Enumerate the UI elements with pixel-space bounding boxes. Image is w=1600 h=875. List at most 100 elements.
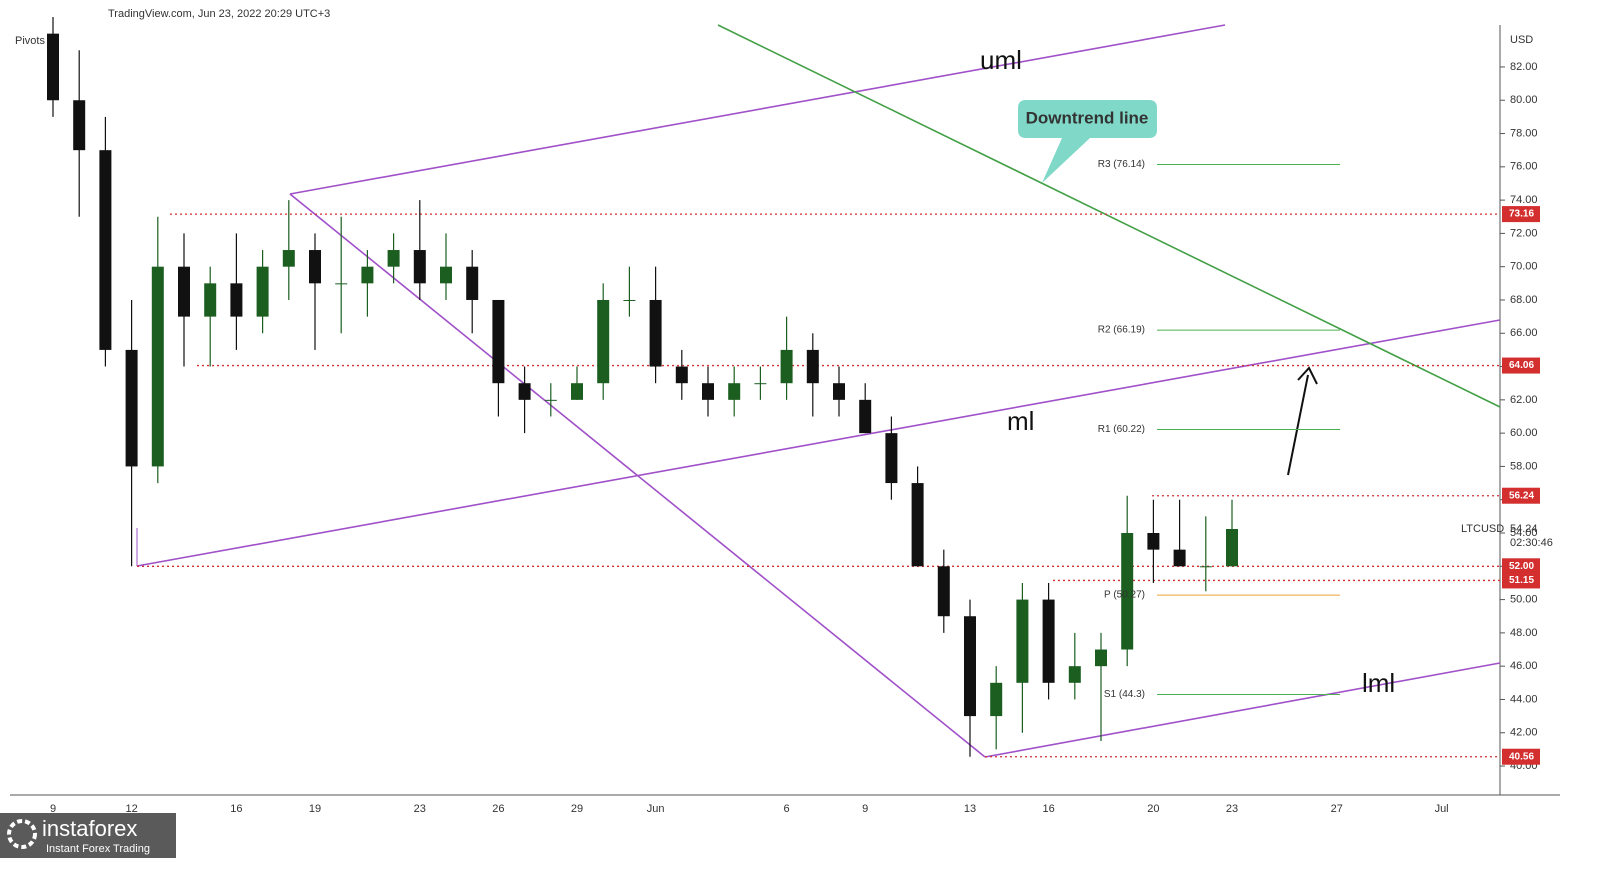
candle-body (649, 299, 662, 367)
currency: USD (1510, 34, 1533, 46)
y-tick-label: 68.00 (1510, 294, 1538, 306)
downtrend-line (717, 24, 1501, 408)
y-tick-label: 80.00 (1510, 94, 1538, 106)
candle-body (413, 250, 426, 284)
x-tick-label: 29 (571, 803, 583, 815)
level-tag (1502, 572, 1540, 589)
ml-label: ml (1007, 406, 1034, 436)
candle-body (911, 483, 924, 567)
candle-body (151, 266, 164, 467)
pivot-label: R3 (76.14) (1098, 159, 1145, 170)
last-price: 54.24 (1510, 523, 1538, 535)
candle-body (492, 299, 505, 384)
y-tick-label: 50.00 (1510, 593, 1538, 605)
y-tick-label: 42.00 (1510, 727, 1538, 739)
x-tick-label: 6 (784, 803, 790, 815)
tagline: Instant Forex Trading (46, 843, 150, 855)
indicator: Pivots (15, 35, 45, 47)
arrow (1287, 374, 1309, 476)
candle-body (1095, 649, 1107, 667)
y-tick-label: 60.00 (1510, 427, 1538, 439)
plot (47, 17, 1501, 758)
pivot-label: S1 (44.3) (1104, 689, 1145, 700)
countdown: 02:30:46 (1510, 537, 1553, 549)
lower-median-line (984, 662, 1501, 758)
candle-body (780, 349, 793, 384)
y-tick-label: 62.00 (1510, 394, 1538, 406)
candle-body (309, 250, 321, 284)
candle-body (597, 299, 610, 384)
candle-body (1016, 599, 1029, 683)
x-tick-label: 23 (414, 803, 426, 815)
candle-body (754, 383, 767, 385)
level-tag (1502, 558, 1540, 575)
candle-body (204, 283, 217, 317)
y-tick-label: 78.00 (1510, 127, 1538, 139)
candle-body (702, 383, 714, 400)
lml-label: lml (1362, 668, 1395, 698)
x-tick-label: 26 (492, 803, 504, 815)
logo-box (0, 813, 176, 858)
level-label: 64.06 (1509, 360, 1534, 371)
candle-body (99, 150, 112, 350)
candle-body (1173, 549, 1186, 567)
candle-body (833, 383, 845, 400)
candle-body (806, 349, 819, 384)
candle-body (256, 266, 269, 317)
level-label: 56.24 (1509, 490, 1534, 501)
level-label: 73.16 (1509, 209, 1534, 220)
candle-body (518, 383, 531, 400)
candle-body (125, 349, 138, 467)
candle-body (1121, 533, 1134, 650)
callout (1018, 100, 1157, 183)
candle-body (885, 433, 898, 484)
candle-body (937, 566, 950, 617)
x-tick-label: 19 (309, 803, 321, 815)
x-tick-label: Jul (1435, 803, 1449, 815)
candle-body (1226, 529, 1238, 567)
upper-median-line (289, 24, 1226, 195)
y-tick-label: 70.00 (1510, 261, 1538, 273)
candle-body (361, 266, 374, 284)
x-tick-label: 16 (1042, 803, 1054, 815)
level-tag (1502, 206, 1540, 223)
x-tick-label: 12 (125, 803, 137, 815)
x-tick-label: 23 (1226, 803, 1238, 815)
candle-body (1042, 599, 1055, 683)
candle-body (1068, 666, 1081, 683)
candle-body (675, 366, 688, 384)
x-tick-label: 9 (862, 803, 868, 815)
callout-text: Downtrend line (1026, 108, 1149, 127)
candle-body (728, 383, 741, 400)
y-tick-label: 48.00 (1510, 627, 1538, 639)
candle-body (571, 383, 583, 400)
candle-body (230, 283, 243, 317)
x-tick-label: Jun (647, 803, 665, 815)
y-tick-label: 66.00 (1510, 327, 1538, 339)
candle-body (73, 100, 86, 151)
candle-body (623, 299, 636, 301)
y-tick-label: 82.00 (1510, 61, 1538, 73)
candle-body (178, 266, 190, 317)
y-tick-label: 74.00 (1510, 194, 1538, 206)
y-tick-label: 58.00 (1510, 460, 1538, 472)
candle-body (859, 399, 872, 434)
y-tick-label: 76.00 (1510, 161, 1538, 173)
pivot-label: R2 (66.19) (1098, 325, 1145, 336)
symbol: LTCUSD (1461, 523, 1504, 535)
candle-body (466, 266, 479, 300)
candle-body (335, 283, 348, 285)
candle-body (440, 266, 452, 284)
x-tick-label: 9 (50, 803, 56, 815)
x-tick-label: 27 (1331, 803, 1343, 815)
x-tick-label: 13 (964, 803, 976, 815)
level-tag (1502, 748, 1540, 765)
y-tick-label: 54.00 (1510, 527, 1538, 539)
candle-body (387, 250, 400, 267)
logo-icon (7, 819, 37, 849)
x-tick-label: 20 (1147, 803, 1159, 815)
pivot-label: R1 (60.22) (1098, 424, 1145, 435)
level-label: 40.56 (1509, 751, 1534, 762)
